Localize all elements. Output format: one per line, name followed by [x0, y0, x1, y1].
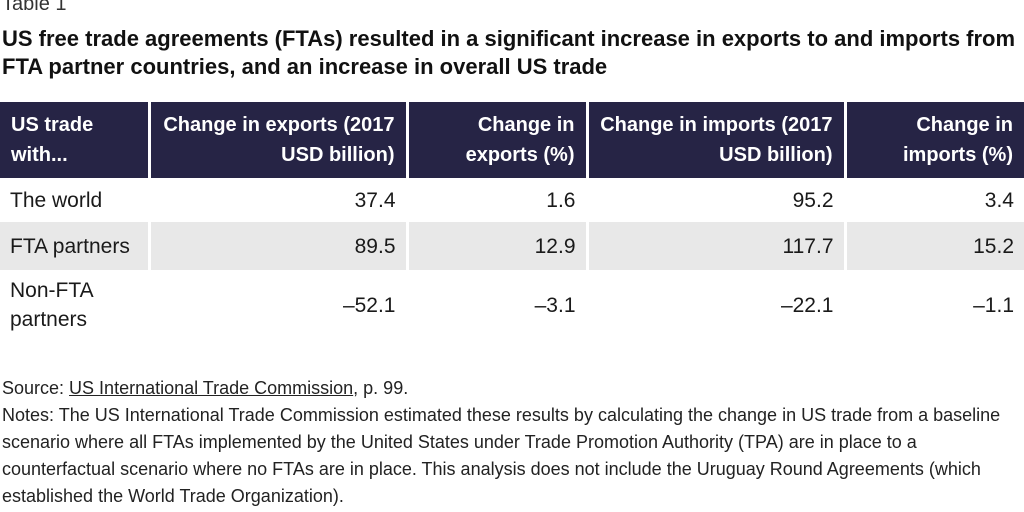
header-us-trade-with: US trade with... — [0, 102, 151, 178]
cell-exports-pct: 1.6 — [407, 178, 589, 222]
table-row: FTA partners 89.5 12.9 117.7 15.2 — [0, 222, 1024, 270]
source-notes: Source: US International Trade Commissio… — [2, 375, 1020, 510]
cell-exports-usd: 89.5 — [149, 222, 409, 270]
table-title: US free trade agreements (FTAs) resulted… — [2, 26, 1016, 79]
header-imports-pct: Change in imports (%) — [845, 102, 1024, 178]
cell-exports-usd: 37.4 — [149, 178, 409, 222]
cell-imports-usd: 95.2 — [587, 178, 847, 222]
cell-exports-pct: –3.1 — [407, 270, 589, 340]
row-label: Non-FTA partners — [0, 270, 151, 340]
cell-imports-pct: 15.2 — [845, 222, 1024, 270]
cell-imports-pct: 3.4 — [845, 178, 1024, 222]
row-label: The world — [0, 178, 151, 222]
table-header-row: US trade with... Change in exports (2017… — [0, 102, 1024, 178]
source-prefix: Source: — [2, 378, 70, 398]
table-row: The world 37.4 1.6 95.2 3.4 — [0, 178, 1024, 222]
cell-imports-usd: 117.7 — [587, 222, 847, 270]
table-label: Table 1 — [2, 0, 67, 15]
header-imports-usd: Change in imports (2017 USD billion) — [587, 102, 847, 178]
cell-imports-pct: –1.1 — [845, 270, 1024, 340]
cell-exports-usd: –52.1 — [149, 270, 409, 340]
header-exports-usd: Change in exports (2017 USD billion) — [149, 102, 409, 178]
notes-text: Notes: The US International Trade Commis… — [2, 405, 1001, 506]
table-row: Non-FTA partners –52.1 –3.1 –22.1 –1.1 — [0, 270, 1024, 340]
header-exports-pct: Change in exports (%) — [407, 102, 589, 178]
cell-exports-pct: 12.9 — [407, 222, 589, 270]
source-suffix: , p. 99. — [353, 378, 409, 398]
row-label: FTA partners — [0, 222, 151, 270]
source-link[interactable]: US International Trade Commission — [69, 378, 354, 398]
source-line: Source: US International Trade Commissio… — [2, 375, 1020, 402]
cell-imports-usd: –22.1 — [587, 270, 847, 340]
trade-table: US trade with... Change in exports (2017… — [0, 102, 1024, 340]
